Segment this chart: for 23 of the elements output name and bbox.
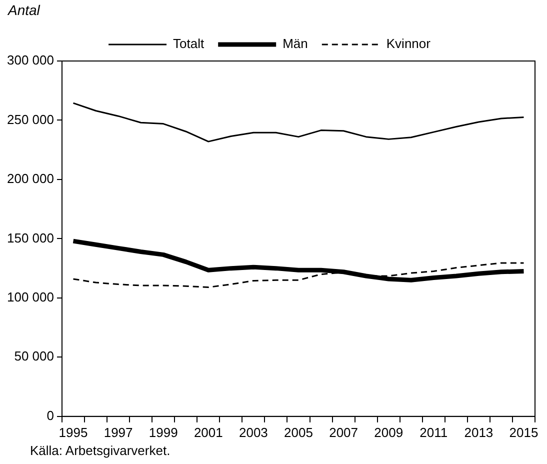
y-tick-label: 250 000 [6, 112, 54, 127]
legend-label: Män [282, 36, 308, 52]
x-tick-label: 2007 [329, 424, 358, 440]
x-tick-label: 1997 [104, 424, 133, 440]
x-tick-label: 2003 [238, 424, 268, 440]
x-tick-label: 1999 [148, 424, 178, 440]
legend-label: Kvinnor [386, 36, 432, 52]
y-axis-title: Antal [8, 2, 40, 18]
x-tick-label: 2001 [194, 424, 223, 440]
text: Källa: Arbetsgivarverket. [30, 443, 170, 458]
x-tick-label: 2009 [374, 424, 404, 440]
x-tick-label: 1995 [58, 424, 88, 440]
x-tick-label: 2013 [464, 424, 494, 440]
legend-label: Totalt [173, 36, 204, 52]
x-tick-label: 2015 [509, 424, 538, 440]
y-tick-label: 0 [46, 408, 54, 423]
y-tick-label: 50 000 [14, 348, 54, 364]
x-tick-label: 2005 [284, 424, 313, 440]
y-tick-label: 300 000 [6, 52, 54, 68]
y-tick-label: 150 000 [6, 230, 54, 246]
y-tick-label: 200 000 [6, 171, 54, 186]
x-tick-label: 2011 [420, 424, 448, 440]
y-tick-label: 100 000 [6, 290, 54, 305]
